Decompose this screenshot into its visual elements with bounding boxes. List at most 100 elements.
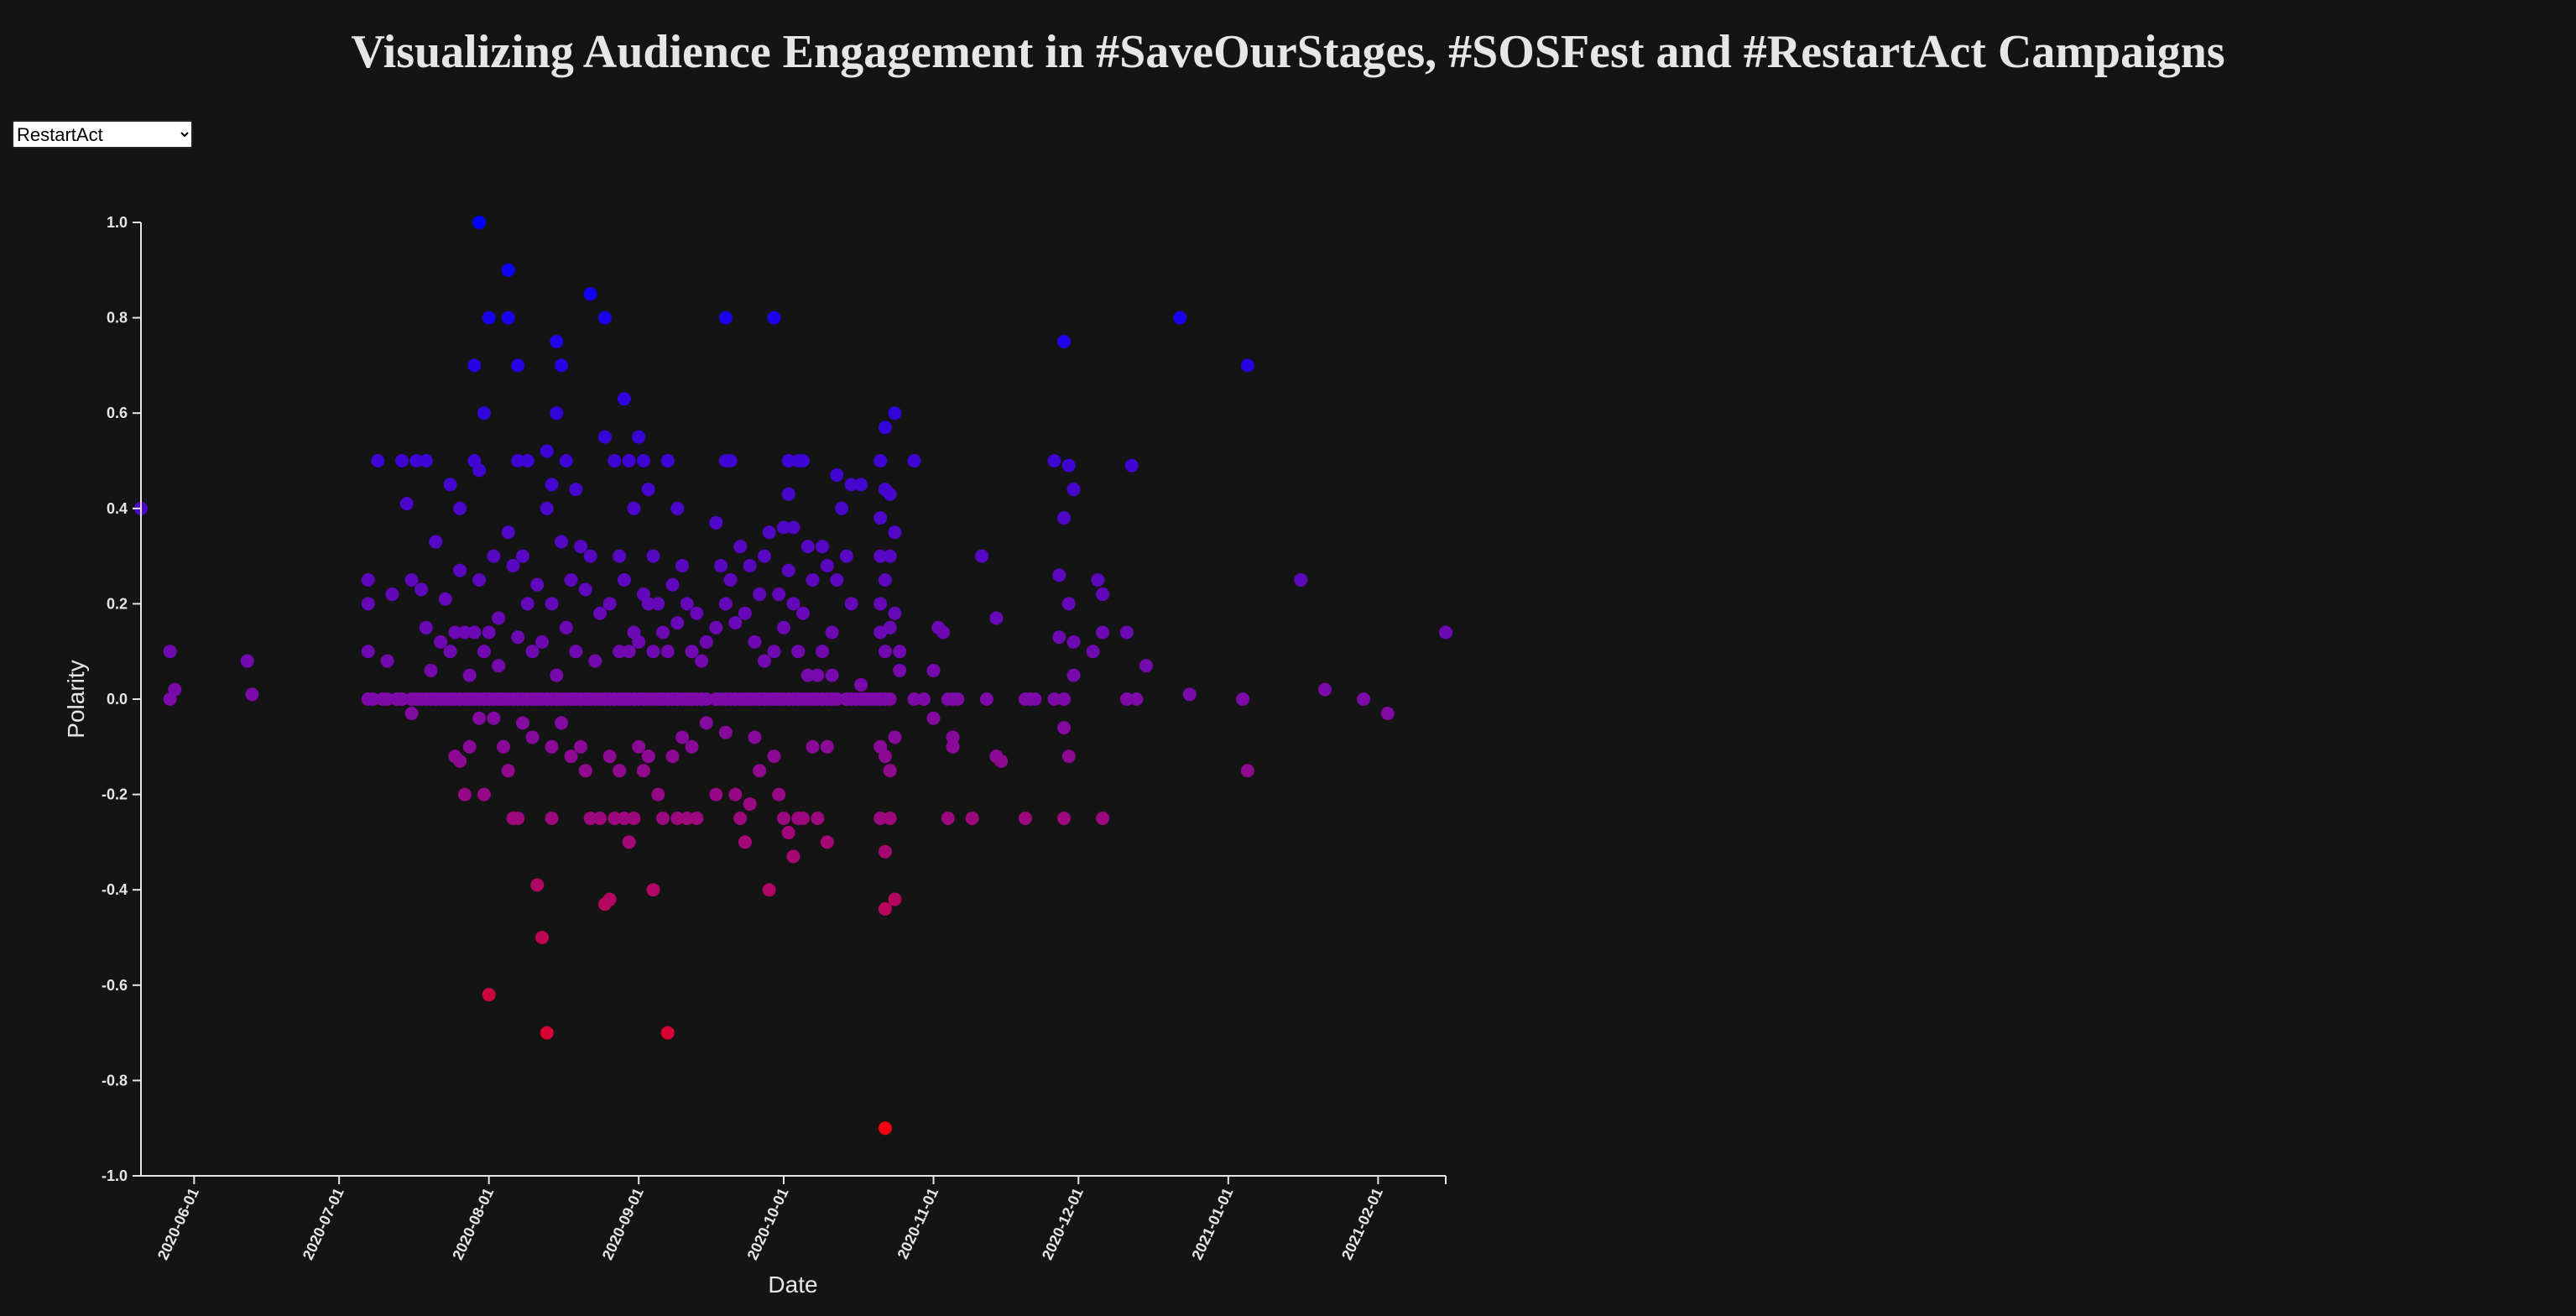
data-point[interactable] (796, 606, 811, 620)
data-point[interactable] (492, 611, 506, 625)
data-point[interactable] (888, 406, 902, 420)
data-point[interactable] (613, 549, 627, 563)
data-point[interactable] (415, 692, 429, 706)
data-point[interactable] (796, 454, 811, 467)
data-point[interactable] (743, 796, 757, 811)
data-point[interactable] (453, 501, 467, 515)
data-point[interactable] (472, 573, 487, 587)
data-point[interactable] (854, 677, 868, 692)
data-point[interactable] (240, 654, 254, 668)
data-point[interactable] (893, 645, 907, 659)
data-point[interactable] (767, 645, 781, 659)
data-point[interactable] (830, 573, 844, 587)
data-point[interactable] (1096, 812, 1110, 825)
data-point[interactable] (641, 483, 655, 497)
data-point[interactable] (839, 549, 853, 563)
data-point[interactable] (559, 620, 573, 634)
data-point[interactable] (699, 692, 713, 706)
data-point[interactable] (888, 892, 902, 906)
data-point[interactable] (1129, 692, 1144, 706)
data-point[interactable] (709, 515, 723, 530)
data-point[interactable] (646, 883, 660, 897)
data-point[interactable] (907, 454, 921, 467)
data-point[interactable] (602, 892, 617, 906)
data-point[interactable] (806, 739, 820, 754)
data-point[interactable] (385, 588, 399, 602)
data-point[interactable] (632, 430, 646, 444)
data-point[interactable] (550, 406, 564, 420)
data-point[interactable] (738, 835, 752, 849)
data-point[interactable] (443, 645, 457, 659)
data-point[interactable] (492, 659, 506, 673)
data-point[interactable] (926, 663, 941, 677)
data-point[interactable] (1066, 634, 1081, 649)
data-point[interactable] (457, 787, 472, 802)
data-point[interactable] (806, 573, 820, 587)
data-point[interactable] (404, 692, 419, 706)
data-point[interactable] (569, 483, 583, 497)
data-point[interactable] (419, 454, 433, 467)
data-point[interactable] (1066, 483, 1081, 497)
data-point[interactable] (888, 606, 902, 620)
data-point[interactable] (443, 478, 457, 492)
data-point[interactable] (873, 454, 888, 467)
data-point[interactable] (555, 716, 569, 730)
data-point[interactable] (525, 730, 540, 744)
data-point[interactable] (757, 654, 771, 668)
data-point[interactable] (434, 634, 448, 649)
data-point[interactable] (1236, 692, 1250, 706)
data-point[interactable] (535, 634, 550, 649)
data-point[interactable] (951, 692, 965, 706)
data-point[interactable] (438, 592, 452, 606)
data-point[interactable] (361, 692, 375, 706)
data-point[interactable] (1124, 458, 1139, 473)
data-point[interactable] (617, 573, 631, 587)
data-point[interactable] (685, 645, 699, 659)
data-point[interactable] (530, 577, 545, 592)
data-point[interactable] (511, 812, 525, 825)
data-point[interactable] (627, 812, 641, 825)
data-point[interactable] (583, 549, 597, 563)
data-point[interactable] (395, 692, 409, 706)
data-point[interactable] (1119, 625, 1134, 640)
data-point[interactable] (1182, 687, 1197, 702)
data-point[interactable] (453, 563, 467, 577)
data-point[interactable] (762, 525, 776, 540)
data-point[interactable] (168, 682, 182, 697)
data-point[interactable] (680, 597, 694, 611)
data-point[interactable] (878, 1121, 892, 1136)
data-point[interactable] (632, 634, 646, 649)
data-point[interactable] (844, 478, 858, 492)
data-point[interactable] (878, 573, 892, 587)
data-point[interactable] (520, 597, 534, 611)
data-point[interactable] (375, 692, 389, 706)
data-point[interactable] (883, 812, 897, 825)
data-point[interactable] (675, 730, 690, 744)
data-point[interactable] (685, 739, 699, 754)
data-point[interactable] (699, 716, 713, 730)
data-point[interactable] (597, 430, 612, 444)
data-point[interactable] (651, 597, 665, 611)
data-point[interactable] (399, 497, 414, 511)
data-point[interactable] (772, 787, 786, 802)
data-point[interactable] (675, 558, 690, 572)
data-point[interactable] (989, 611, 1004, 625)
data-point[interactable] (1061, 597, 1076, 611)
data-point[interactable] (361, 597, 375, 611)
data-point[interactable] (714, 558, 728, 572)
data-point[interactable] (883, 692, 897, 706)
data-point[interactable] (429, 692, 443, 706)
data-point[interactable] (1057, 692, 1072, 706)
data-point[interactable] (800, 540, 815, 554)
data-point[interactable] (361, 645, 375, 659)
data-point[interactable] (878, 645, 892, 659)
data-point[interactable] (883, 620, 897, 634)
data-point[interactable] (1357, 692, 1371, 706)
data-point[interactable] (1047, 692, 1061, 706)
data-point[interactable] (636, 764, 650, 778)
data-point[interactable] (448, 625, 462, 640)
data-point[interactable] (1086, 645, 1100, 659)
data-point[interactable] (607, 812, 622, 825)
data-point[interactable] (753, 764, 767, 778)
data-point[interactable] (690, 606, 704, 620)
